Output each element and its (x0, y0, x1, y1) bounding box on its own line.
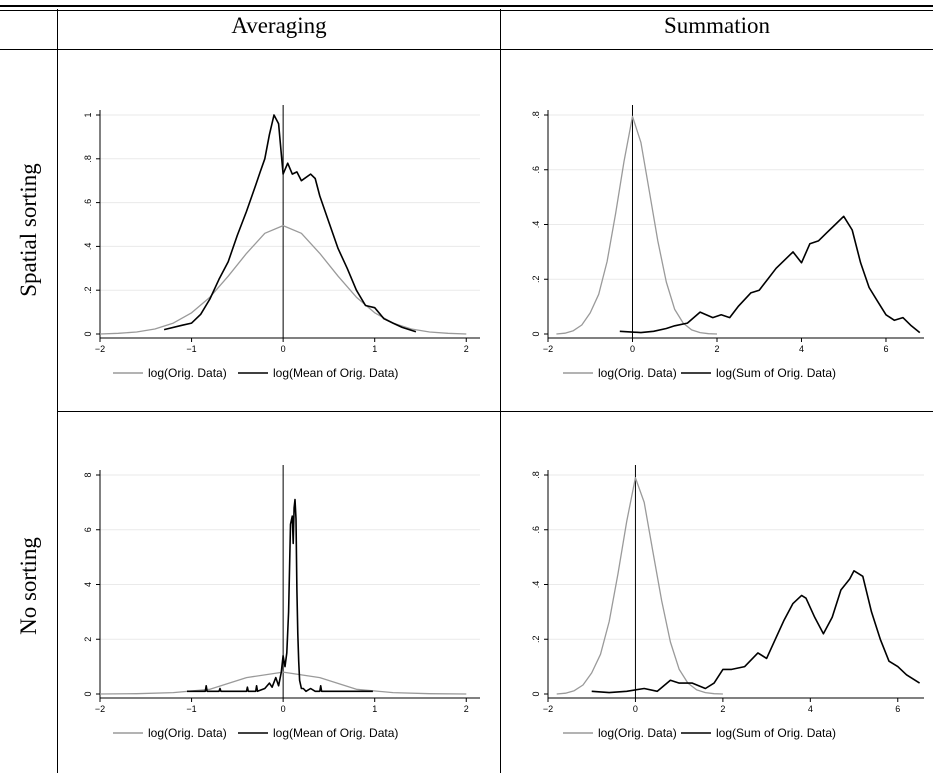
x-tick-label: −1 (186, 704, 196, 714)
chart-spatial-summation: 0 .2 .4 .6 .8 −2 0 2 4 6 log(Orig. Data) log(Sum of… (531, 105, 924, 380)
y-tick-label: .8 (531, 471, 541, 479)
y-tick-label: 6 (83, 527, 93, 532)
row-divider (57, 411, 933, 412)
column-header-summation: Summation (663, 13, 771, 38)
chart-nosorting-averaging: 0 2 4 6 8 −2 −1 0 1 2 log(Orig. Data) log(Mean of O… (83, 465, 480, 740)
column-divider (500, 9, 501, 773)
header-rule (0, 10, 933, 11)
series-line-aggregated (619, 215, 921, 334)
x-tick-label: −2 (543, 344, 553, 354)
x-tick-label: 0 (633, 704, 638, 714)
x-tick-label: 6 (895, 704, 900, 714)
y-tick-label: .8 (83, 155, 93, 163)
y-tick-label: .2 (531, 275, 541, 283)
column-header-averaging: Averaging (231, 13, 327, 38)
row-header-spatial-sorting: Spatial sorting (16, 163, 41, 297)
y-tick-label: 4 (83, 582, 93, 587)
x-tick-label: 1 (372, 344, 377, 354)
series-line-orig-data (556, 477, 723, 695)
y-tick-label: .2 (531, 635, 541, 643)
x-tick-label: 2 (720, 704, 725, 714)
y-tick-label: .8 (531, 111, 541, 119)
row-label-divider (57, 9, 58, 773)
y-tick-label: .4 (531, 221, 541, 229)
legend-label: log(Mean of Orig. Data) (273, 366, 398, 380)
y-tick-label: .4 (531, 581, 541, 589)
y-tick-label: .6 (531, 166, 541, 174)
x-tick-label: 2 (714, 344, 719, 354)
x-tick-label: 4 (808, 704, 813, 714)
series-line-aggregated (163, 114, 417, 333)
series-line-orig-data (556, 115, 718, 335)
header-bottom-rule (0, 49, 933, 50)
x-tick-label: 0 (630, 344, 635, 354)
series-line-aggregated (591, 570, 921, 694)
y-tick-label: 0 (83, 691, 93, 696)
legend-label: log(Orig. Data) (598, 726, 677, 740)
x-tick-label: 1 (372, 704, 377, 714)
y-tick-label: .4 (83, 243, 93, 251)
row-header-no-sorting: No sorting (16, 537, 41, 635)
legend-label: log(Mean of Orig. Data) (273, 726, 398, 740)
y-tick-label: .6 (83, 199, 93, 207)
x-tick-label: 0 (281, 704, 286, 714)
series-line-aggregated (187, 498, 373, 693)
series-line-orig-data (99, 224, 467, 335)
legend-label: log(Sum of Orig. Data) (716, 726, 836, 740)
legend-label: log(Orig. Data) (148, 726, 227, 740)
x-tick-label: −1 (186, 344, 196, 354)
x-tick-label: 2 (464, 344, 469, 354)
x-tick-label: −2 (95, 704, 105, 714)
legend-label: log(Sum of Orig. Data) (716, 366, 836, 380)
x-tick-label: 4 (799, 344, 804, 354)
y-tick-label: .6 (531, 526, 541, 534)
legend-label: log(Orig. Data) (148, 366, 227, 380)
y-tick-label: 0 (83, 331, 93, 336)
y-tick-label: 0 (531, 331, 541, 336)
legend-label: log(Orig. Data) (598, 366, 677, 380)
y-tick-label: 1 (83, 112, 93, 117)
chart-spatial-averaging: 0 .2 .4 .6 .8 1 −2 −1 0 1 2 log(Orig. Data) log(Mean… (83, 105, 480, 380)
x-tick-label: 0 (281, 344, 286, 354)
x-tick-label: −2 (95, 344, 105, 354)
chart-nosorting-summation: 0 .2 .4 .6 .8 −2 0 2 4 6 log(Orig. Data) log(Sum of… (531, 465, 924, 740)
x-tick-label: −2 (543, 704, 553, 714)
y-tick-label: .2 (83, 286, 93, 294)
top-rule (0, 5, 933, 7)
y-tick-label: 8 (83, 472, 93, 477)
series-line-orig-data (99, 671, 467, 695)
y-tick-label: 0 (531, 691, 541, 696)
x-tick-label: 2 (464, 704, 469, 714)
y-tick-label: 2 (83, 637, 93, 642)
x-tick-label: 6 (883, 344, 888, 354)
